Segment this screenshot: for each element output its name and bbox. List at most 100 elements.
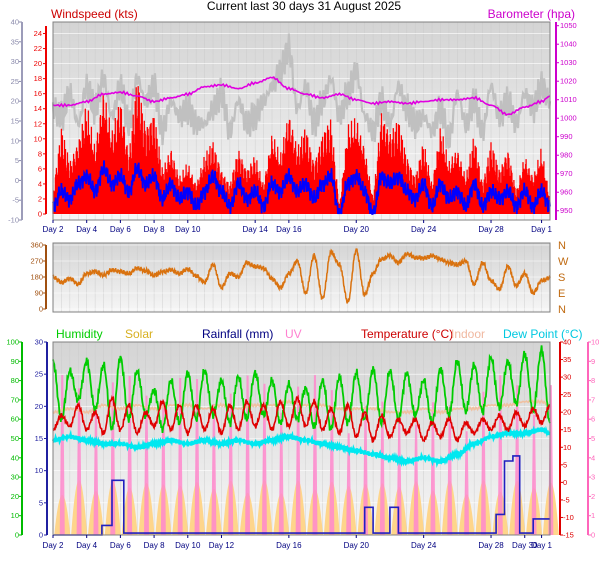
temperature-y-tick-label: 35	[563, 355, 571, 364]
temperature-y-tick-label: 0	[563, 478, 567, 487]
wind-x-tick-label: Day 24	[411, 225, 437, 234]
temperature-line	[52, 394, 551, 443]
rainfall-y-tick-label: 5	[39, 498, 43, 507]
wind-x-tick-label: Day 10	[175, 225, 201, 234]
wind-inner-y-tick-label: 14	[34, 104, 42, 113]
temp-x-tick-label: Day 28	[478, 541, 504, 550]
legend-solar: Solar	[125, 327, 153, 341]
wind-x-tick-label: Day 6	[110, 225, 131, 234]
uv-area	[514, 385, 520, 535]
wind-inner-y-tick-label: 22	[34, 44, 42, 53]
temp-x-tick-label: Day 10	[175, 541, 201, 550]
rainfall-y-tick-label: 20	[35, 402, 43, 411]
uv-area	[430, 402, 436, 535]
direction-y-tick-label: 90	[35, 289, 43, 298]
wind-inner-y-tick-label: 8	[38, 149, 42, 158]
barometer-y-tick-label: 980	[560, 151, 573, 160]
wind-x-tick-label: Day 20	[344, 225, 370, 234]
uv-y-tick-label: 4	[591, 453, 595, 462]
humidity-line	[52, 345, 551, 433]
rainfall-y-tick-label: 30	[35, 338, 43, 347]
rainfall-y-tick-label: 10	[35, 466, 43, 475]
wind-gust-line	[51, 33, 552, 149]
barometer-y-tick-label: 1040	[560, 40, 577, 49]
temperature-y-tick-label: 5	[563, 460, 567, 469]
temperature-y-tick-label: 25	[563, 390, 571, 399]
legend-uv: UV	[285, 327, 302, 341]
uv-area	[211, 403, 217, 535]
barometer-line	[52, 76, 551, 117]
dew-point-line	[51, 425, 551, 468]
direction-y-tick-label: 360	[30, 241, 43, 250]
barometer-y-tick-label: 990	[560, 132, 573, 141]
wind-x-tick-label: Day 4	[76, 225, 97, 234]
wind-inner-y-tick-label: 0	[38, 210, 42, 219]
temperature-y-tick-label: 40	[563, 338, 571, 347]
uv-area	[464, 431, 470, 535]
wind-x-tick-label: Day 28	[478, 225, 504, 234]
chart-title: Current last 30 days 31 August 2025	[207, 0, 401, 13]
temperature-y-tick-label: 15	[563, 425, 571, 434]
compass-label: E	[558, 288, 565, 300]
uv-y-tick-label: 6	[591, 415, 595, 424]
temp-border	[52, 341, 551, 536]
temperature-y-tick-label: 20	[563, 408, 571, 417]
uv-area	[447, 405, 453, 535]
wind-outer-y-tick-label: 40	[11, 18, 19, 27]
uv-area	[346, 433, 352, 535]
temp-x-tick-label: Day 2	[43, 541, 64, 550]
wind-inner-y-tick-label: 4	[38, 179, 42, 188]
temp-x-tick-label: Day 12	[209, 541, 235, 550]
uv-area	[261, 383, 267, 535]
legend-rainfall: Rainfall (mm)	[202, 327, 273, 341]
humidity-y-tick-label: 80	[11, 376, 19, 385]
rainfall-y-tick-label: 0	[39, 531, 43, 540]
wind-inner-y-tick-label: 10	[34, 134, 42, 143]
direction-y-tick-label: 270	[30, 257, 43, 266]
wind-outer-y-tick-label: 30	[11, 57, 19, 66]
uv-y-tick-label: 3	[591, 473, 595, 482]
wind-inner-y-tick-label: 24	[34, 29, 42, 38]
direction-border	[52, 242, 551, 313]
humidity-y-tick-label: 50	[11, 434, 19, 443]
wind-border	[52, 21, 551, 221]
wind-direction-line	[52, 247, 551, 304]
compass-label: W	[558, 256, 569, 268]
uv-area	[278, 412, 284, 535]
legend-windspeed: Windspeed (kts)	[51, 7, 138, 21]
humidity-y-tick-label: 100	[6, 338, 19, 347]
humidity-y-tick-label: 70	[11, 395, 19, 404]
wind-inner-y-tick-label: 6	[38, 164, 42, 173]
wind-outer-y-tick-label: 5	[15, 156, 19, 165]
wind-outer-y-tick-label: 0	[15, 176, 19, 185]
uv-area	[480, 391, 486, 535]
compass-label: N	[558, 240, 566, 252]
rainfall-line	[53, 455, 550, 536]
wind-inner-y-tick-label: 12	[34, 119, 42, 128]
wind-outer-y-tick-label: 15	[11, 117, 19, 126]
wind-inner-y-tick-label: 18	[34, 74, 42, 83]
wind-x-tick-label: Day 14	[242, 225, 268, 234]
wind-x-tick-label: Day 16	[276, 225, 302, 234]
temperature-y-tick-label: -10	[563, 513, 574, 522]
uv-y-tick-label: 8	[591, 376, 595, 385]
barometer-y-tick-label: 970	[560, 169, 573, 178]
wind-outer-y-tick-label: 35	[11, 37, 19, 46]
uv-area	[363, 406, 369, 535]
temp-x-tick-label: Day 16	[276, 541, 302, 550]
legend-barometer: Barometer (hpa)	[488, 7, 575, 21]
uv-y-tick-label: 7	[591, 395, 595, 404]
humidity-y-tick-label: 40	[11, 453, 19, 462]
wind-outer-y-tick-label: 10	[11, 136, 19, 145]
wind-x-tick-label: Day 1	[531, 225, 552, 234]
temperature-y-tick-label: -15	[563, 531, 574, 540]
wind-outer-y-tick-label: -5	[12, 196, 19, 205]
barometer-y-tick-label: 1010	[560, 95, 577, 104]
wind-inner-y-tick-label: 2	[38, 194, 42, 203]
temp-x-tick-label: Day 24	[411, 541, 437, 550]
wind-inner-y-tick-label: 20	[34, 59, 42, 68]
temp-x-tick-label: Day 1	[531, 541, 552, 550]
wind-outer-y-tick-label: -10	[8, 216, 19, 225]
